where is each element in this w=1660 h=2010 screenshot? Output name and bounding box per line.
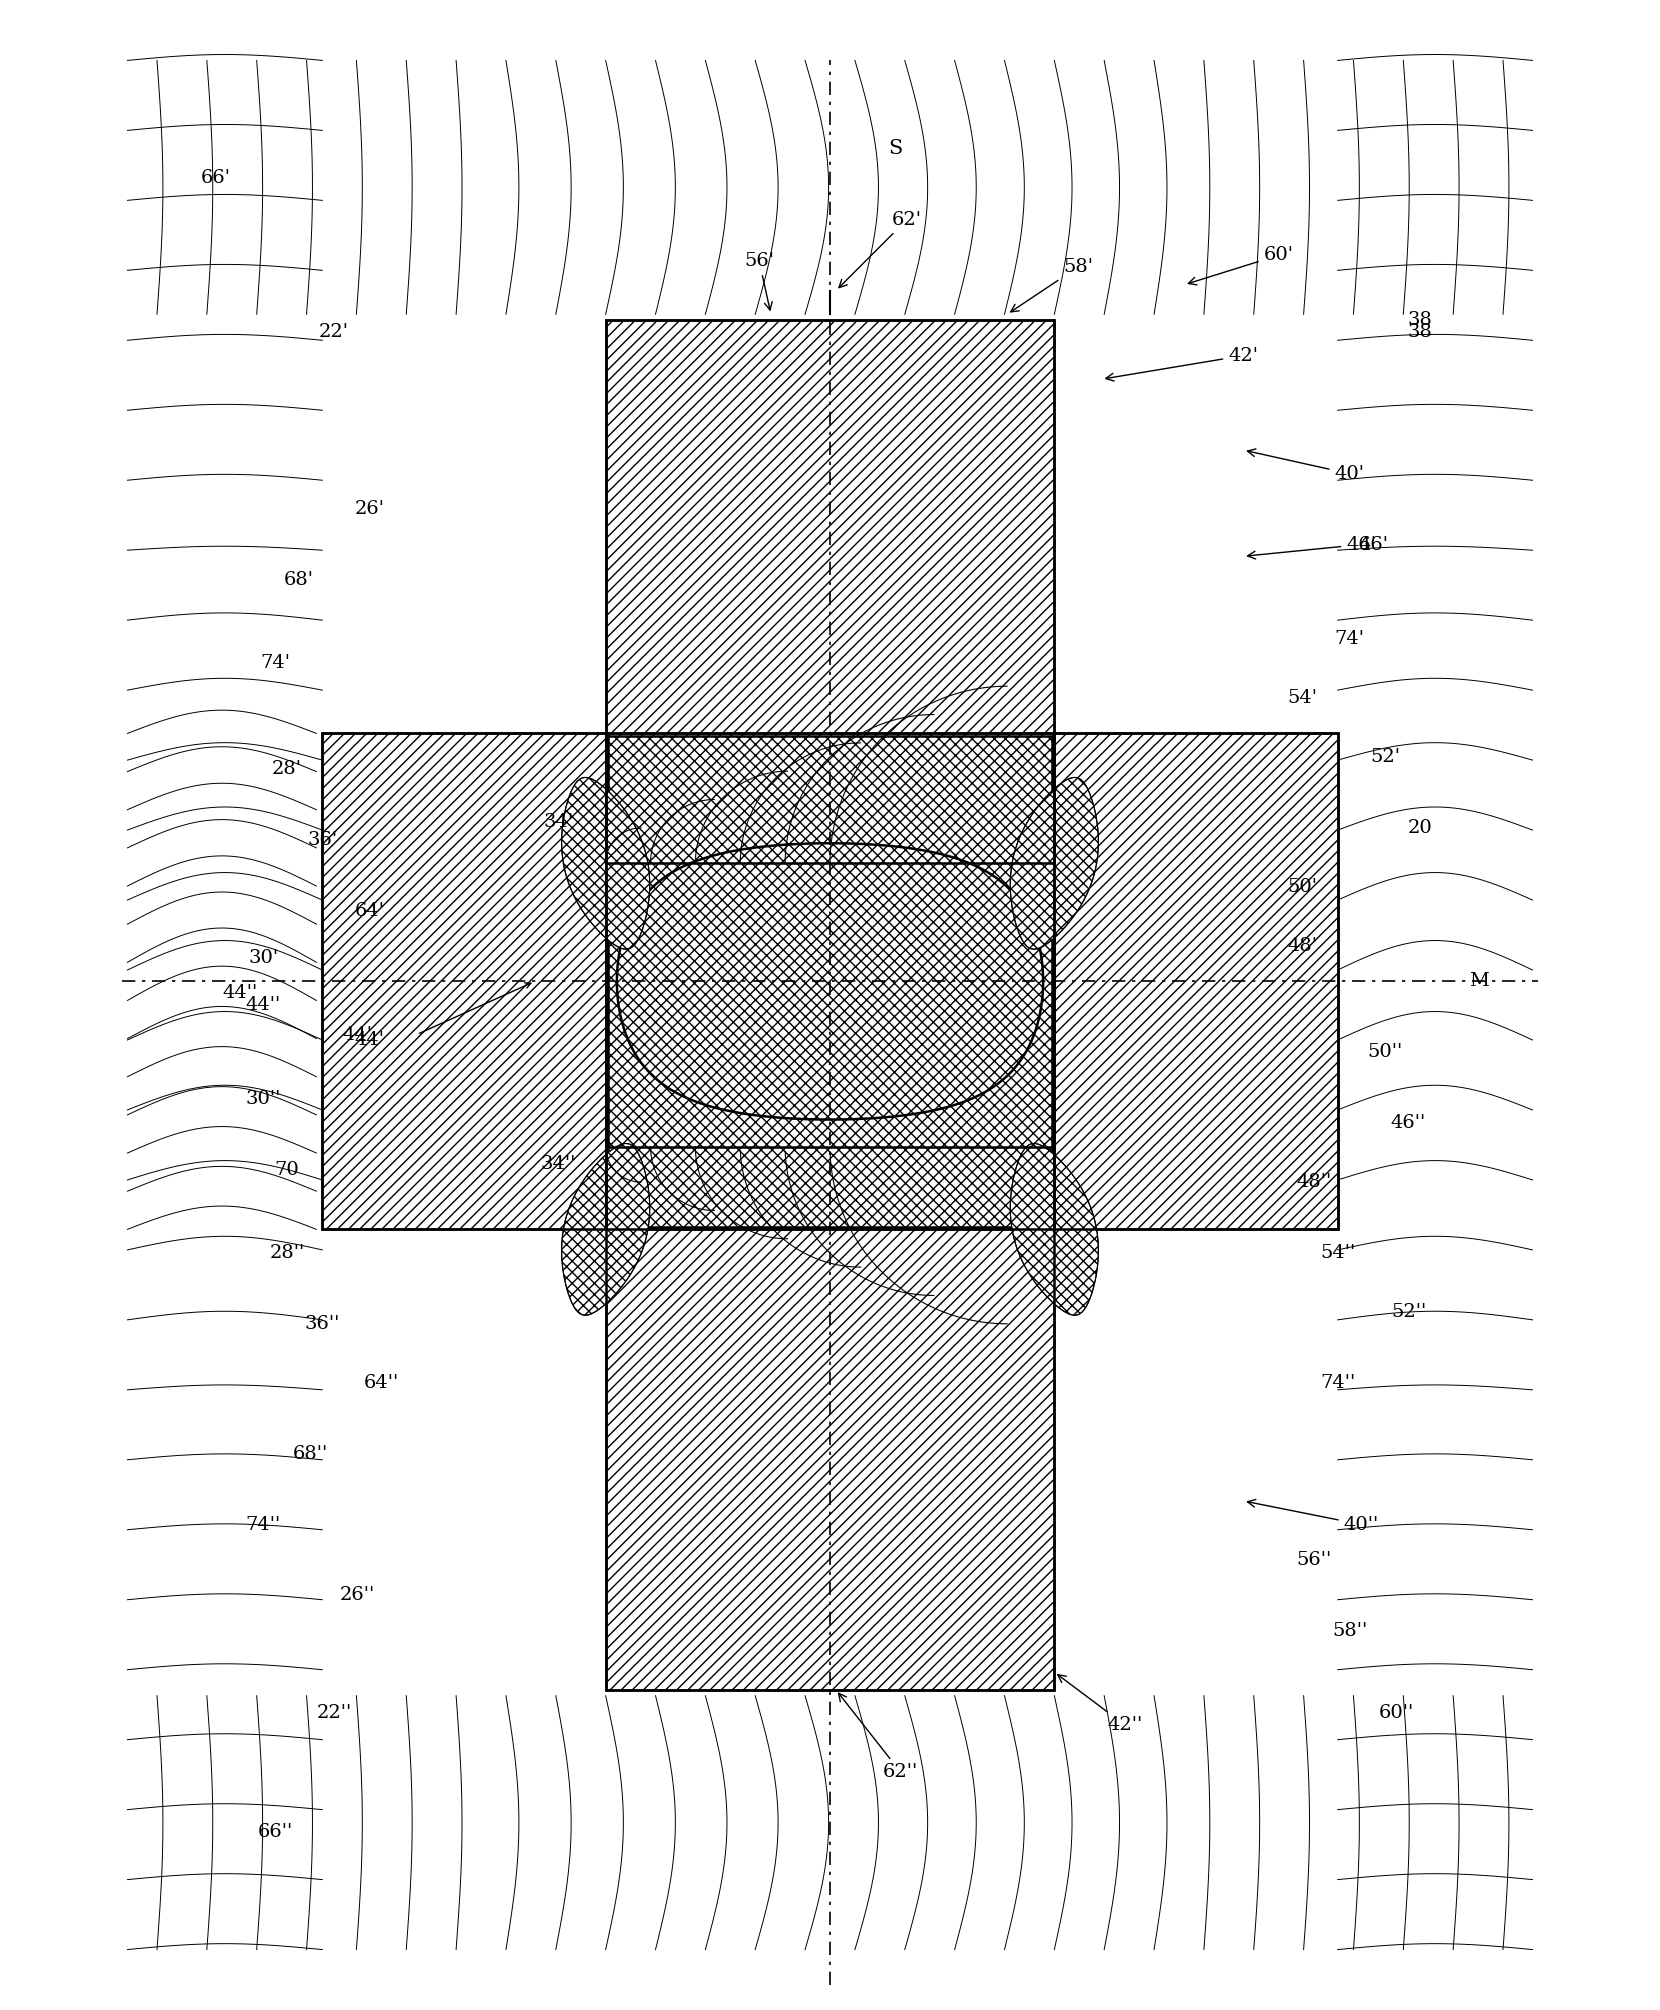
Bar bbox=[1054, 734, 1338, 1230]
Text: 28'': 28'' bbox=[269, 1244, 304, 1262]
Text: 42': 42' bbox=[1106, 346, 1258, 382]
Bar bbox=[606, 734, 1054, 1230]
Text: 60'': 60'' bbox=[1379, 1704, 1414, 1723]
Text: 60': 60' bbox=[1189, 247, 1293, 285]
Text: 30': 30' bbox=[249, 949, 279, 967]
Bar bbox=[606, 734, 1054, 1230]
Text: 50'': 50'' bbox=[1368, 1043, 1403, 1061]
Text: 48'': 48'' bbox=[1296, 1174, 1331, 1192]
Text: 46'': 46'' bbox=[1391, 1114, 1426, 1132]
Text: 26': 26' bbox=[355, 500, 385, 519]
Text: 52'': 52'' bbox=[1391, 1302, 1426, 1321]
Polygon shape bbox=[1011, 1144, 1099, 1315]
Text: 66': 66' bbox=[201, 169, 231, 187]
Text: 22': 22' bbox=[319, 324, 349, 342]
Text: 62'': 62'' bbox=[838, 1692, 918, 1781]
Bar bbox=[1054, 734, 1338, 1230]
Text: 74'': 74'' bbox=[1320, 1373, 1355, 1391]
Text: M: M bbox=[1469, 973, 1489, 991]
Text: 34'': 34'' bbox=[541, 1156, 576, 1174]
Text: 44'': 44'' bbox=[222, 985, 257, 1003]
Text: 26'': 26'' bbox=[340, 1586, 375, 1604]
Text: 44': 44' bbox=[342, 1025, 374, 1043]
Text: 58': 58' bbox=[1011, 257, 1092, 312]
Text: 74'': 74'' bbox=[246, 1516, 281, 1534]
Text: 36'': 36'' bbox=[304, 1315, 340, 1333]
Bar bbox=[606, 1146, 1054, 1690]
Polygon shape bbox=[561, 1144, 649, 1315]
Text: 56'': 56'' bbox=[1296, 1552, 1331, 1570]
Text: 52': 52' bbox=[1370, 748, 1399, 766]
Text: 20: 20 bbox=[1408, 818, 1433, 836]
Text: 68': 68' bbox=[284, 571, 314, 589]
Text: 64'': 64'' bbox=[364, 1373, 398, 1391]
Bar bbox=[606, 320, 1054, 864]
Text: 36': 36' bbox=[307, 830, 337, 848]
Text: 62': 62' bbox=[838, 211, 921, 287]
Text: 74': 74' bbox=[1335, 629, 1365, 647]
Polygon shape bbox=[618, 844, 1042, 1120]
Text: 44': 44' bbox=[355, 1031, 385, 1049]
Text: 68'': 68'' bbox=[292, 1445, 329, 1463]
Bar bbox=[606, 320, 1054, 864]
FancyBboxPatch shape bbox=[608, 736, 1052, 1226]
Text: 70: 70 bbox=[274, 1162, 299, 1180]
Bar bbox=[322, 734, 606, 1230]
Text: 48': 48' bbox=[1286, 937, 1318, 955]
Text: 54'': 54'' bbox=[1320, 1244, 1355, 1262]
Text: 50': 50' bbox=[1286, 878, 1318, 896]
Text: 56': 56' bbox=[744, 251, 774, 310]
Text: 58'': 58'' bbox=[1331, 1622, 1368, 1640]
Text: 64': 64' bbox=[355, 902, 385, 919]
Text: 40': 40' bbox=[1247, 448, 1365, 482]
Text: 42'': 42'' bbox=[1057, 1674, 1142, 1735]
Text: 46': 46' bbox=[1248, 535, 1376, 559]
Text: 44'': 44'' bbox=[246, 997, 281, 1013]
Text: 30'': 30'' bbox=[246, 1091, 281, 1108]
Text: 38: 38 bbox=[1408, 324, 1433, 342]
Text: 46': 46' bbox=[1358, 535, 1388, 553]
Text: 38: 38 bbox=[1408, 312, 1433, 330]
Bar bbox=[606, 1146, 1054, 1690]
Text: 66'': 66'' bbox=[257, 1823, 292, 1841]
Text: 54': 54' bbox=[1286, 689, 1318, 708]
Polygon shape bbox=[561, 778, 649, 949]
Text: 34': 34' bbox=[543, 812, 573, 830]
Text: 74': 74' bbox=[261, 653, 290, 671]
Bar bbox=[322, 734, 606, 1230]
Text: 22'': 22'' bbox=[317, 1704, 352, 1723]
Text: 40'': 40'' bbox=[1248, 1499, 1379, 1534]
Polygon shape bbox=[1011, 778, 1099, 949]
Text: 28': 28' bbox=[272, 760, 302, 778]
Text: S: S bbox=[888, 139, 901, 159]
